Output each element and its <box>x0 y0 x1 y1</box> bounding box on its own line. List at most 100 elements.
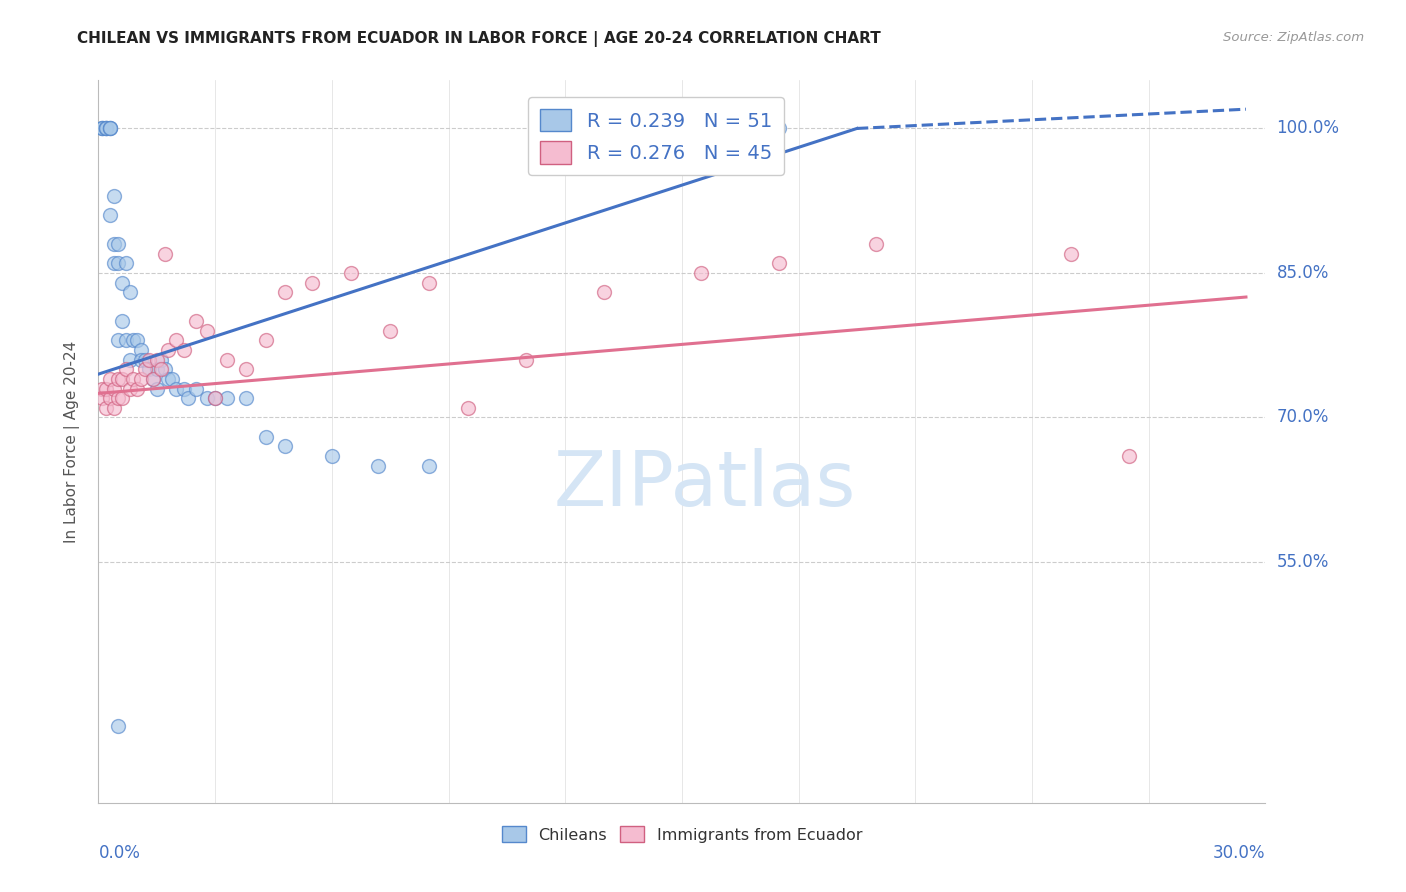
Point <box>107 391 129 405</box>
Point <box>107 372 129 386</box>
Y-axis label: In Labor Force | Age 20-24: In Labor Force | Age 20-24 <box>63 341 80 542</box>
Point <box>204 391 226 405</box>
Point <box>153 246 176 260</box>
Point <box>235 391 257 405</box>
Point <box>157 343 180 357</box>
Point <box>301 276 323 290</box>
Point <box>690 266 713 280</box>
Point <box>118 352 141 367</box>
Point <box>111 276 134 290</box>
Point <box>118 285 141 300</box>
Point <box>149 352 172 367</box>
Point <box>98 372 121 386</box>
Text: 70.0%: 70.0% <box>1277 409 1329 426</box>
Point <box>122 372 145 386</box>
Point <box>138 362 160 376</box>
Point <box>107 237 129 252</box>
Point <box>274 285 297 300</box>
Text: 85.0%: 85.0% <box>1277 264 1329 282</box>
Text: 30.0%: 30.0% <box>1213 845 1265 863</box>
Point <box>138 352 160 367</box>
Point <box>165 382 187 396</box>
Point <box>103 382 125 396</box>
Point <box>340 266 363 280</box>
Point <box>173 382 195 396</box>
Point <box>367 458 389 473</box>
Text: CHILEAN VS IMMIGRANTS FROM ECUADOR IN LABOR FORCE | AGE 20-24 CORRELATION CHART: CHILEAN VS IMMIGRANTS FROM ECUADOR IN LA… <box>77 31 882 47</box>
Text: 55.0%: 55.0% <box>1277 553 1329 571</box>
Point <box>91 121 114 136</box>
Point <box>103 401 125 415</box>
Point <box>204 391 226 405</box>
Text: Source: ZipAtlas.com: Source: ZipAtlas.com <box>1223 31 1364 45</box>
Point <box>114 256 136 270</box>
Point <box>157 372 180 386</box>
Point <box>515 352 537 367</box>
Point <box>235 362 257 376</box>
Point <box>129 343 152 357</box>
Point <box>91 121 114 136</box>
Point <box>111 391 134 405</box>
Point <box>165 334 187 348</box>
Point <box>768 256 790 270</box>
Point <box>768 121 790 136</box>
Point <box>91 382 114 396</box>
Point <box>98 121 121 136</box>
Point <box>418 458 440 473</box>
Legend: Chileans, Immigrants from Ecuador: Chileans, Immigrants from Ecuador <box>495 820 869 849</box>
Point <box>107 719 129 733</box>
Point <box>142 372 165 386</box>
Point <box>146 352 169 367</box>
Text: 0.0%: 0.0% <box>98 845 141 863</box>
Point <box>98 121 121 136</box>
Point <box>418 276 440 290</box>
Point <box>129 352 152 367</box>
Point <box>134 362 156 376</box>
Point <box>1060 246 1083 260</box>
Point <box>98 208 121 222</box>
Point <box>129 372 152 386</box>
Text: 100.0%: 100.0% <box>1277 120 1340 137</box>
Point <box>103 189 125 203</box>
Point <box>254 430 277 444</box>
Point <box>91 121 114 136</box>
Point <box>184 382 207 396</box>
Point <box>127 334 149 348</box>
Point <box>91 391 114 405</box>
Point <box>96 401 118 415</box>
Point <box>254 334 277 348</box>
Point <box>215 391 238 405</box>
Point <box>177 391 200 405</box>
Point <box>114 334 136 348</box>
Point <box>96 382 118 396</box>
Point <box>103 256 125 270</box>
Point <box>98 391 121 405</box>
Point <box>111 314 134 328</box>
Point <box>215 352 238 367</box>
Point <box>96 121 118 136</box>
Point <box>146 362 169 376</box>
Point <box>146 382 169 396</box>
Point <box>96 121 118 136</box>
Point <box>142 372 165 386</box>
Point <box>134 352 156 367</box>
Point <box>127 382 149 396</box>
Point <box>380 324 402 338</box>
Point <box>149 362 172 376</box>
Point <box>96 121 118 136</box>
Point <box>321 449 343 463</box>
Point <box>184 314 207 328</box>
Point <box>111 372 134 386</box>
Point <box>103 237 125 252</box>
Point <box>195 324 218 338</box>
Point <box>195 391 218 405</box>
Point <box>593 285 616 300</box>
Point <box>98 121 121 136</box>
Point <box>118 382 141 396</box>
Point <box>122 334 145 348</box>
Point <box>457 401 479 415</box>
Point <box>114 362 136 376</box>
Point <box>1118 449 1140 463</box>
Point <box>173 343 195 357</box>
Point <box>153 362 176 376</box>
